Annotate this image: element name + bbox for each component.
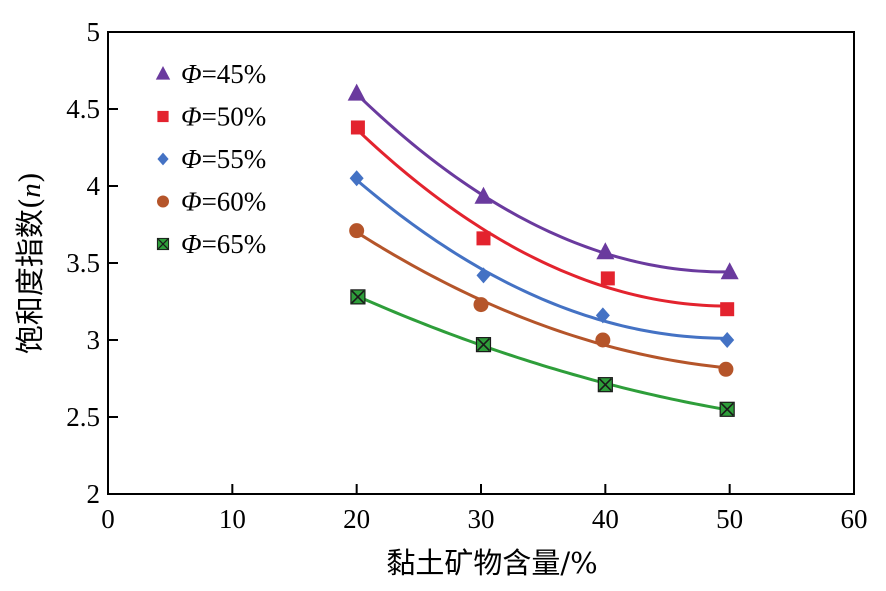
legend-label: Φ=60% xyxy=(181,187,266,217)
x-tick-label: 30 xyxy=(468,504,495,534)
legend-entry: Φ=50% xyxy=(157,102,266,132)
legend-entry: Φ=55% xyxy=(157,144,266,174)
circle-marker xyxy=(718,361,734,377)
fit-curves xyxy=(355,92,730,412)
fit-curve xyxy=(355,230,727,370)
triangle-marker xyxy=(347,83,366,101)
boxcross-marker xyxy=(156,237,170,251)
fit-curve xyxy=(356,129,728,308)
boxcross-cross xyxy=(476,338,491,352)
x-axis-title: 黏土矿物含量/% xyxy=(386,546,597,580)
boxcross-marker xyxy=(475,337,492,353)
legend-series-name: =55% xyxy=(202,144,267,174)
legend-series-name: =60% xyxy=(202,187,267,217)
boxcross-cross xyxy=(598,378,612,392)
circle-marker xyxy=(595,332,611,348)
boxcross-marker xyxy=(350,289,366,305)
square-marker xyxy=(350,120,365,135)
legend-entry: Φ=60% xyxy=(157,187,266,217)
y-axis-title: 饱和度指数(n) xyxy=(13,172,47,354)
legend-symbol: Φ xyxy=(181,229,202,259)
x-tick-label: 0 xyxy=(101,504,115,534)
legend-symbol: Φ xyxy=(181,187,202,217)
circle-marker xyxy=(349,223,365,239)
legend-label: Φ=55% xyxy=(181,144,266,174)
y-tick-label: 2 xyxy=(87,479,101,509)
legend-series-name: =45% xyxy=(202,59,267,89)
x-tick-label: 10 xyxy=(219,504,246,534)
diamond-marker xyxy=(349,170,364,187)
diamond-marker xyxy=(720,332,735,348)
legend-label: Φ=45% xyxy=(181,59,266,89)
triangle-marker xyxy=(596,242,615,260)
boxcross-cross xyxy=(157,238,169,250)
triangle-marker xyxy=(155,66,171,80)
legend-entry: Φ=45% xyxy=(155,59,266,89)
legend: Φ=45%Φ=50%Φ=55%Φ=60%Φ=65% xyxy=(155,59,266,259)
axes: 0 10 20 30 40 50 60 2 2.5 3 3.5 4 4.5 5 xyxy=(66,17,867,534)
diamond-marker xyxy=(476,267,491,284)
legend-label: Φ=65% xyxy=(181,229,266,259)
y-tick-label: 5 xyxy=(87,17,101,47)
y-tick-label: 2.5 xyxy=(66,402,100,432)
circle-marker xyxy=(157,195,169,208)
legend-entry: Φ=65% xyxy=(156,229,266,259)
y-tick-label: 4 xyxy=(87,171,101,201)
x-tick-label: 20 xyxy=(343,504,370,534)
data-markers xyxy=(347,83,739,417)
fit-curve xyxy=(355,92,730,274)
boxcross-cross xyxy=(720,402,734,416)
boxcross-marker xyxy=(719,401,735,417)
fit-curve xyxy=(357,295,728,412)
y-axis-title-var: n xyxy=(15,183,47,198)
legend-symbol: Φ xyxy=(181,144,202,174)
legend-series-name: =50% xyxy=(202,102,267,132)
circle-marker xyxy=(473,297,489,313)
boxcross-marker xyxy=(597,377,613,393)
legend-series-name: =65% xyxy=(202,229,267,259)
y-tick-label: 3 xyxy=(87,325,101,355)
diamond-marker xyxy=(595,307,610,324)
triangle-marker xyxy=(474,186,493,204)
square-marker xyxy=(157,110,169,123)
square-marker xyxy=(720,302,735,317)
y-tick-label: 4.5 xyxy=(66,94,100,124)
triangle-marker xyxy=(720,262,739,280)
square-marker xyxy=(600,271,615,286)
y-axis-title-suffix: ) xyxy=(13,172,47,183)
x-tick-label: 40 xyxy=(592,504,619,534)
x-tick-label: 60 xyxy=(841,504,868,534)
fit-curve xyxy=(355,178,728,340)
legend-symbol: Φ xyxy=(181,59,202,89)
legend-label: Φ=50% xyxy=(181,102,266,132)
boxcross-cross xyxy=(351,290,365,304)
y-tick-label: 3.5 xyxy=(66,248,100,278)
y-axis-title-prefix: 饱和度指数( xyxy=(13,198,47,354)
x-tick-label: 50 xyxy=(716,504,743,534)
square-marker xyxy=(476,231,491,246)
legend-symbol: Φ xyxy=(181,102,202,132)
